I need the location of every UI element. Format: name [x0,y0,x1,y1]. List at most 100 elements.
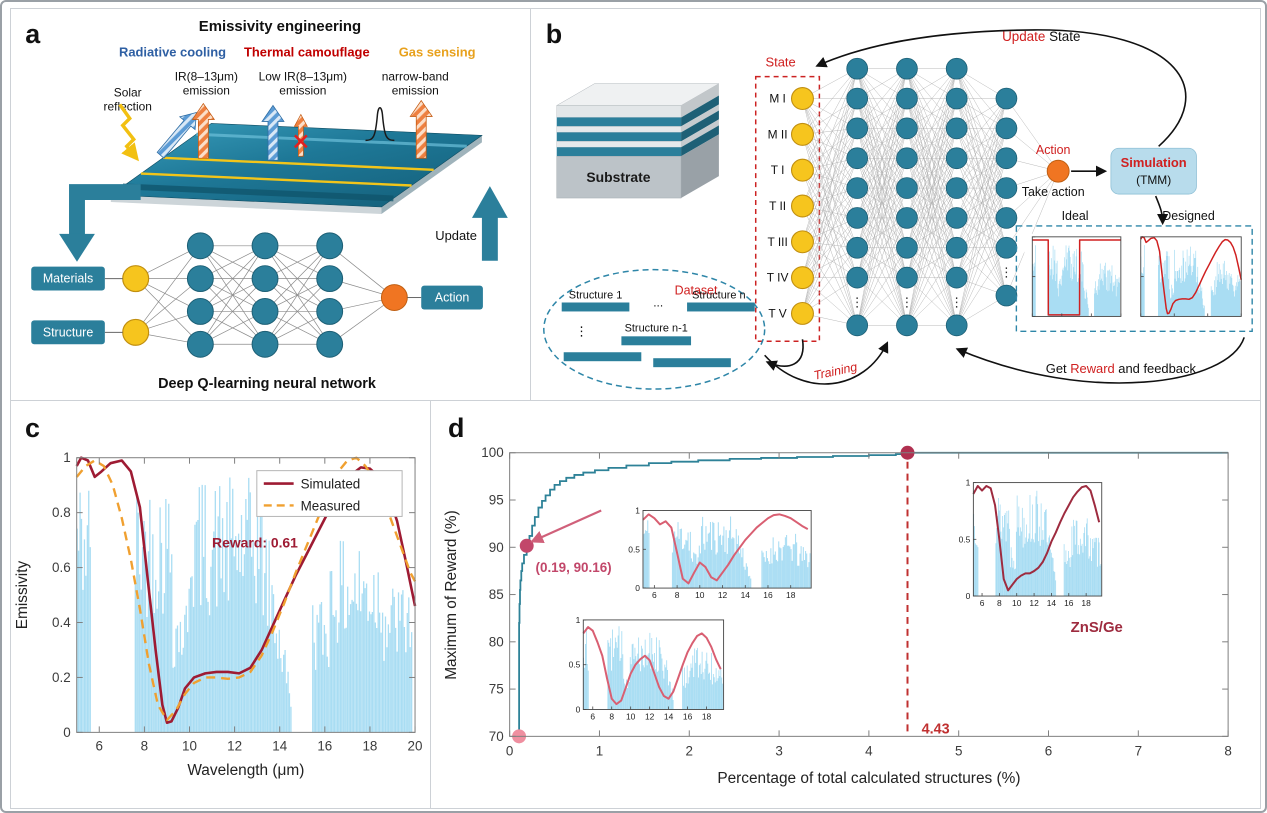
threshold-annotation: 4.43 [922,721,950,737]
substrate-base [556,155,682,199]
panel-c: c 6 8 10 12 14 16 18 20 0 0.2 0.4 0.6 0.8 1 Simulated… [10,400,431,809]
inset-y-tick-label: 1 [635,505,640,515]
inset-x-tick-label: 14 [664,711,674,721]
substrate-layer [556,126,682,133]
thermal-camouflage-label: Thermal camouflage [244,45,370,60]
inset-y-tick-label: 0 [966,591,971,601]
b-hidden-node [995,236,1018,259]
ir-emission-line2: emission [183,84,230,98]
emission-arrows [118,99,433,162]
inset-x-tick-label: 18 [786,590,796,600]
ir-emission-line1: IR(8–13μm) [175,70,238,84]
c-y-tick-label: 0.6 [52,560,71,575]
substrate-layer-side [681,83,719,118]
c-reward-annotation: Reward: 0.61 [212,534,298,550]
b-state-node-label: T III [767,235,787,249]
substrate-base-side [681,134,719,199]
inset-x-tick-label: 16 [763,590,773,600]
a-network [122,232,408,358]
inset-y-tick-label: 0.5 [569,660,581,670]
b-state-node [790,266,814,290]
a-hidden-node [186,265,214,293]
a-hidden-node [251,298,279,325]
reward-prefix: Get [1046,361,1070,376]
b-hidden-node [945,117,968,140]
substrate-layer-side [681,95,719,127]
inset-x-tick-label: 18 [702,711,712,721]
vdots-label: ⋮ [575,323,588,338]
reward-word: Reward [1070,361,1115,376]
training-arrow [764,341,889,385]
substrate-stack: Substrate [555,83,720,199]
inset-x-tick-label: 12 [645,711,655,721]
inset-y-tick-label: 0 [576,704,581,714]
a-input-node [122,318,150,346]
b-hidden-node [945,207,968,229]
substrate-layer [556,117,682,127]
update-word: Update [1002,29,1049,44]
a-action-node [380,284,408,311]
d-x-tick-label: 3 [775,743,782,758]
d-x-tick-label: 6 [1045,743,1052,758]
marker-point-1 [519,538,534,553]
state-word: State [1049,29,1080,44]
substrate-layer-side [681,104,719,133]
point-annotation: (0.19, 90.16) [536,560,612,575]
c-axes-box [76,457,416,733]
materials-label: Materials [43,272,93,286]
c-legend-box [256,470,403,517]
b-hidden-node [846,177,869,199]
inset-x-tick-label: 8 [675,590,680,600]
structure-box [31,320,105,345]
a-hidden-node [251,232,279,260]
ir-emission-arrow [191,102,216,159]
solar-reflection-arrow [156,111,197,159]
update-arrow-head [471,186,508,218]
radiative-cooling-label: Radiative cooling [119,45,226,60]
b-hidden-node [945,57,968,80]
designed-label: Designed [1162,209,1215,223]
c-x-tick-label: 16 [317,738,332,753]
d-y-tick-label: 100 [481,445,503,460]
flow-arrows [59,184,508,262]
d-y-tick-label: 70 [489,729,504,744]
inset-y-tick-label: 1 [966,478,971,488]
slab-yellow-stripe [140,172,412,187]
b-hidden-node [846,236,869,259]
c-x-tick-label: 6 [96,738,103,753]
b-state-node [790,158,814,182]
b-hidden-node [846,266,869,289]
d-y-tick-label: 95 [489,492,504,507]
d-x-tick-label: 2 [686,743,693,758]
b-hidden-node [995,177,1018,199]
a-hidden-node [251,330,279,358]
substrate-layer-side [681,119,719,148]
inset-y-tick-label: 0 [635,583,640,593]
c-x-tick-label: 8 [141,738,148,753]
dataset-label: Dataset [675,284,718,298]
b-state-node [790,230,814,254]
substrate-layer-side [681,125,719,157]
structure-bar [621,336,692,346]
low-ir-blue-arrow [261,104,285,161]
structure-1-label: Structure 1 [569,290,623,302]
b-action-label: Action [1036,143,1071,157]
panel-a-label: a [25,19,41,49]
b-state-node-label: T I [771,163,785,177]
substrate-layer-side [681,110,719,142]
dataset-ellipse [543,268,766,390]
panel-c-label: c [25,413,40,443]
d-x-axis-title: Percentage of total calculated structure… [717,770,1020,787]
inset-x-tick-label: 12 [1029,598,1039,608]
b-action-node [1046,159,1070,183]
a-input-node [122,265,150,293]
structure-bar [561,302,630,312]
suppressed-emission-arrow [293,113,308,157]
b-hidden-node [995,87,1018,110]
a-hidden-node [316,265,344,293]
c-y-tick-label: 0.4 [52,615,71,630]
